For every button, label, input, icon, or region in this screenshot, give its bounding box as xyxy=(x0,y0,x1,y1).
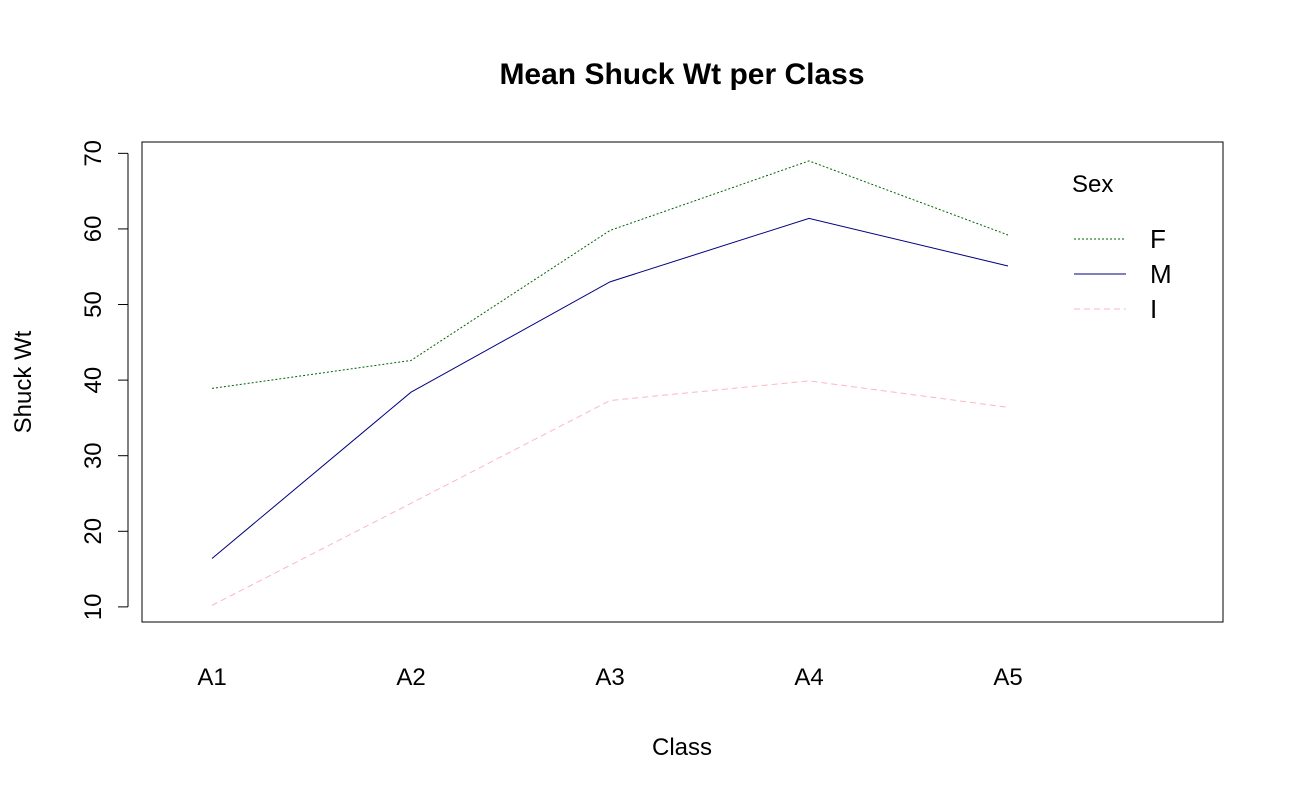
chart-title: Mean Shuck Wt per Class xyxy=(499,58,864,91)
y-axis-label: Shuck Wt xyxy=(10,330,37,433)
series-lines xyxy=(211,160,1009,606)
x-tick-label: A3 xyxy=(595,664,624,691)
plot-frame xyxy=(141,141,1224,623)
x-tick-label: A5 xyxy=(993,664,1022,691)
legend-label-i: I xyxy=(1150,294,1157,324)
y-tick-label: 50 xyxy=(80,291,107,318)
series-i-line xyxy=(211,380,1009,606)
x-tick-label: A2 xyxy=(396,664,425,691)
y-tick-label: 10 xyxy=(80,594,107,621)
y-tick-label: 70 xyxy=(80,140,107,167)
legend-title: Sex xyxy=(1072,171,1113,198)
legend-label-m: M xyxy=(1150,259,1172,289)
series-f-line xyxy=(211,160,1009,389)
series-m-line xyxy=(211,217,1009,559)
x-axis-label: Class xyxy=(652,734,712,761)
x-tick-label: A4 xyxy=(794,664,823,691)
y-tick-label: 20 xyxy=(80,518,107,545)
y-tick-label: 30 xyxy=(80,442,107,469)
x-tick-labels: A1 A2 A3 A4 A5 xyxy=(197,664,1022,691)
legend-label-f: F xyxy=(1150,224,1166,254)
y-tick-label: 40 xyxy=(80,367,107,394)
y-axis: 10 20 30 40 50 60 70 xyxy=(80,140,129,621)
y-tick-label: 60 xyxy=(80,216,107,243)
x-tick-label: A1 xyxy=(197,664,226,691)
legend: Sex FMI xyxy=(1072,171,1172,324)
